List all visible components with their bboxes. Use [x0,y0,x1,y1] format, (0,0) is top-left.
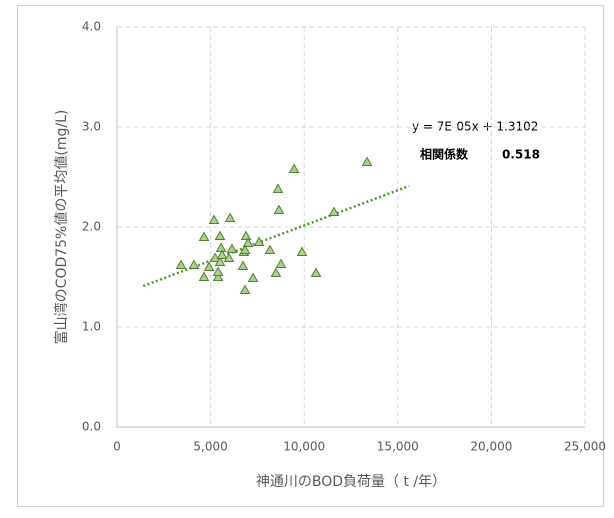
scatter-point [247,272,259,282]
y-tick-label: 1.0 [82,320,101,334]
scatter-point [361,156,373,166]
x-tick-label: 25,000 [564,440,606,454]
scatter-point [310,267,322,277]
scatter-point [275,258,287,268]
scatter-point [296,246,308,256]
chart-border [17,5,604,507]
correlation-value: 0.518 [502,148,540,162]
x-tick-label: 5,000 [193,440,227,454]
x-tick-label: 10,000 [283,440,325,454]
scatter-point [273,204,285,214]
scatter-point [237,260,249,270]
scatter-point [203,261,215,271]
scatter-point [223,252,235,262]
scatter-point [198,271,210,281]
x-tick-label: 0 [113,440,121,454]
y-tick-label: 0.0 [82,420,101,434]
scatter-point [216,249,228,259]
scatter-point [214,256,226,266]
scatter-point [208,214,220,224]
x-tick-label: 20,000 [470,440,512,454]
scatter-point [239,244,251,254]
scatter-point [253,236,265,246]
y-tick-label: 4.0 [82,20,101,34]
scatter-point [270,267,282,277]
scatter-point [188,259,200,269]
scatter-point [209,252,221,262]
scatter-point [328,206,340,216]
scatter-point [288,163,300,173]
scatter-point [212,266,224,276]
scatter-point [212,271,224,281]
correlation-label: 相関係数 [420,147,469,162]
scatter-point [198,231,210,241]
x-tick-label: 15,000 [377,440,419,454]
y-axis-title: 富山湾のCOD75%値の平均値(mg/L) [53,110,70,345]
scatter-point [272,183,284,193]
scatter-point [175,259,187,269]
scatter-point [226,243,238,253]
scatter-point [242,237,254,247]
y-tick-label: 3.0 [82,120,101,134]
scatter-point [239,284,251,294]
scatter-point [224,212,236,222]
scatter-point [264,244,276,254]
y-tick-label: 2.0 [82,220,101,234]
trendline-label: y = 7E-05x + 1.3102 [412,120,538,134]
scatter-point [214,230,226,240]
scatter-point [240,230,252,240]
x-axis-title: 神通川のBOD負荷量（ t /年） [256,474,446,490]
